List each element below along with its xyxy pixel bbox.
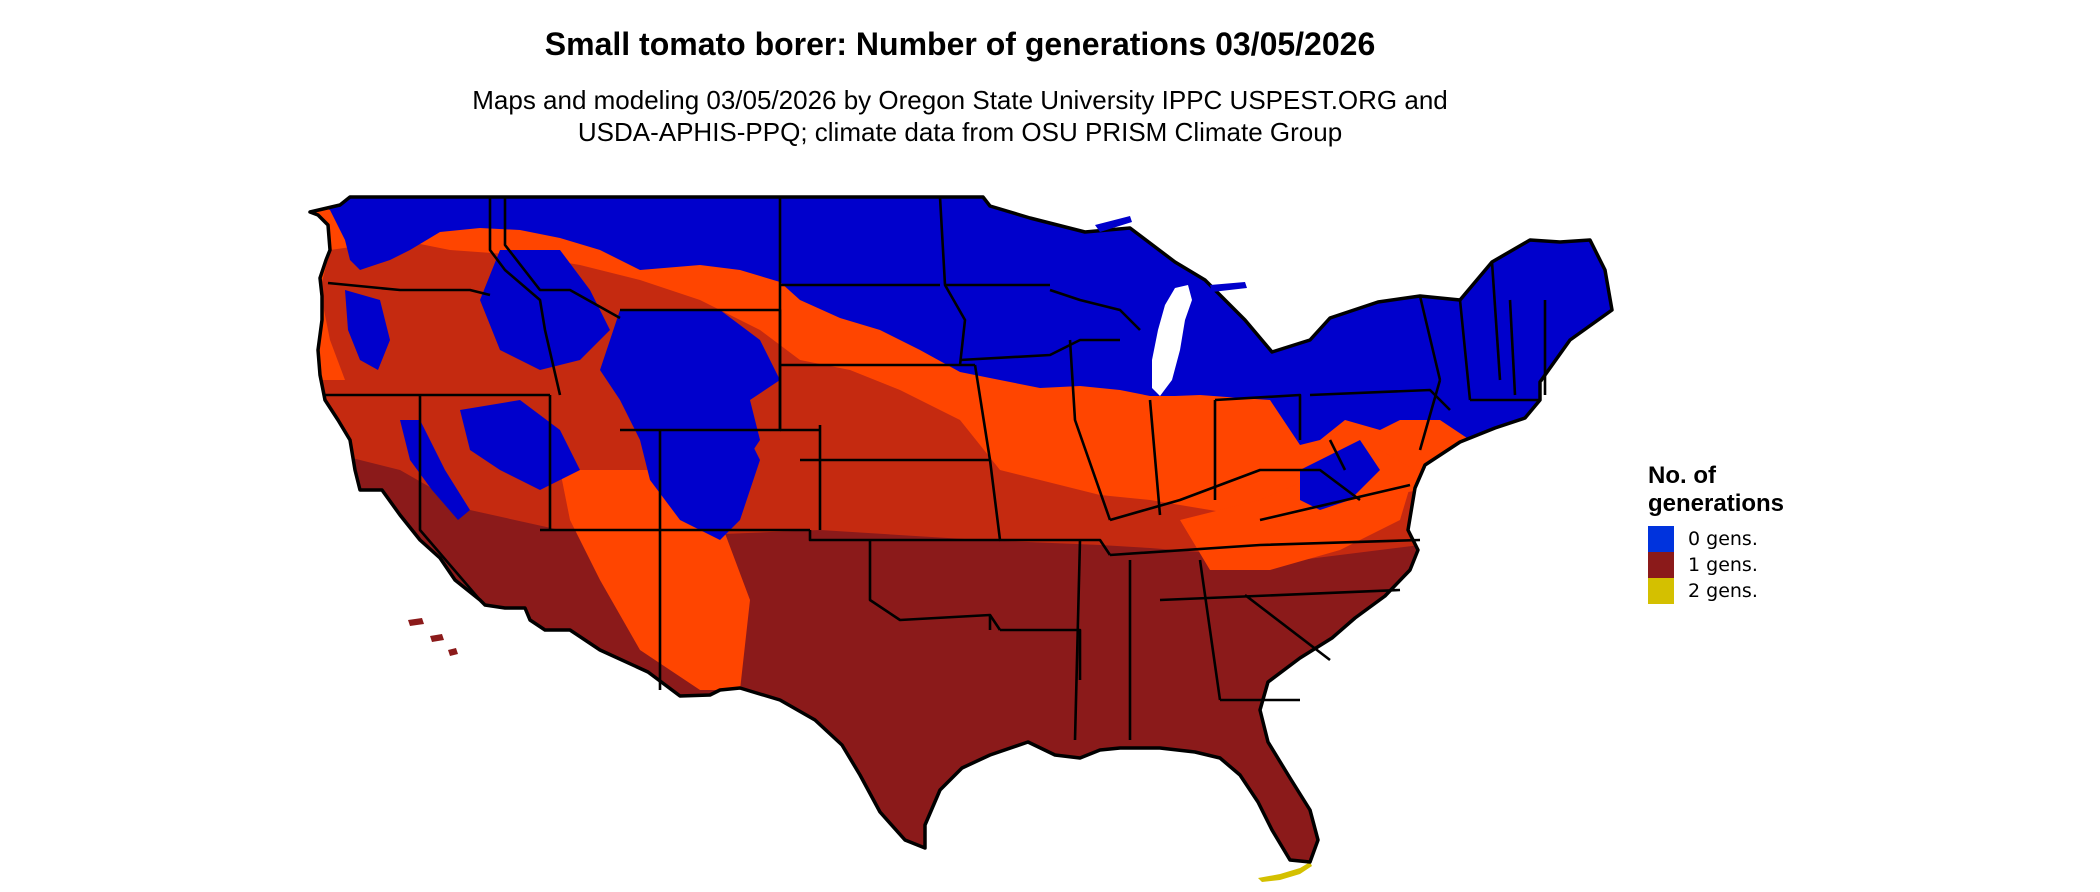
legend-swatch-1-gens (1648, 552, 1674, 578)
legend-item-2-gens: 2 gens. (1648, 578, 1784, 604)
channel-islands (408, 618, 458, 656)
zero-gen-cascades (345, 290, 390, 370)
subtitle-line-2: USDA-APHIS-PPQ; climate data from OSU PR… (577, 117, 1343, 147)
lake-michigan (1152, 285, 1192, 396)
florida-keys (1258, 862, 1312, 882)
legend-swatch-0-gens (1648, 526, 1674, 552)
legend-item-1-gens: 1 gens. (1648, 552, 1784, 578)
legend: No. of generations 0 gens. 1 gens. 2 gen… (1648, 462, 1784, 604)
legend-item-0-gens: 0 gens. (1648, 526, 1784, 552)
map-subtitle: Maps and modeling 03/05/2026 by Oregon S… (0, 84, 1920, 148)
map-title: Small tomato borer: Number of generation… (544, 26, 1376, 62)
zero-gen-colorado (660, 420, 760, 540)
state-borders (325, 196, 1547, 741)
legend-title-line-1: No. of (1648, 462, 1716, 489)
lake-erie-islands (1095, 216, 1247, 292)
zero-gen-sierra (400, 420, 470, 520)
us-outline (308, 195, 1614, 864)
us-generations-map (308, 195, 1614, 882)
generation-raster (310, 197, 1612, 862)
legend-swatch-2-gens (1648, 578, 1674, 604)
legend-label-2-gens: 2 gens. (1688, 580, 1758, 602)
legend-title-line-2: generations (1648, 490, 1785, 517)
legend-title: No. of generations (1648, 462, 1784, 518)
zero-gen-appalachian (1300, 440, 1380, 510)
subtitle-line-1: Maps and modeling 03/05/2026 by Oregon S… (472, 85, 1448, 115)
legend-label-1-gens: 1 gens. (1688, 554, 1758, 576)
legend-label-0-gens: 0 gens. (1688, 528, 1758, 550)
zero-gen-idaho (480, 250, 610, 370)
